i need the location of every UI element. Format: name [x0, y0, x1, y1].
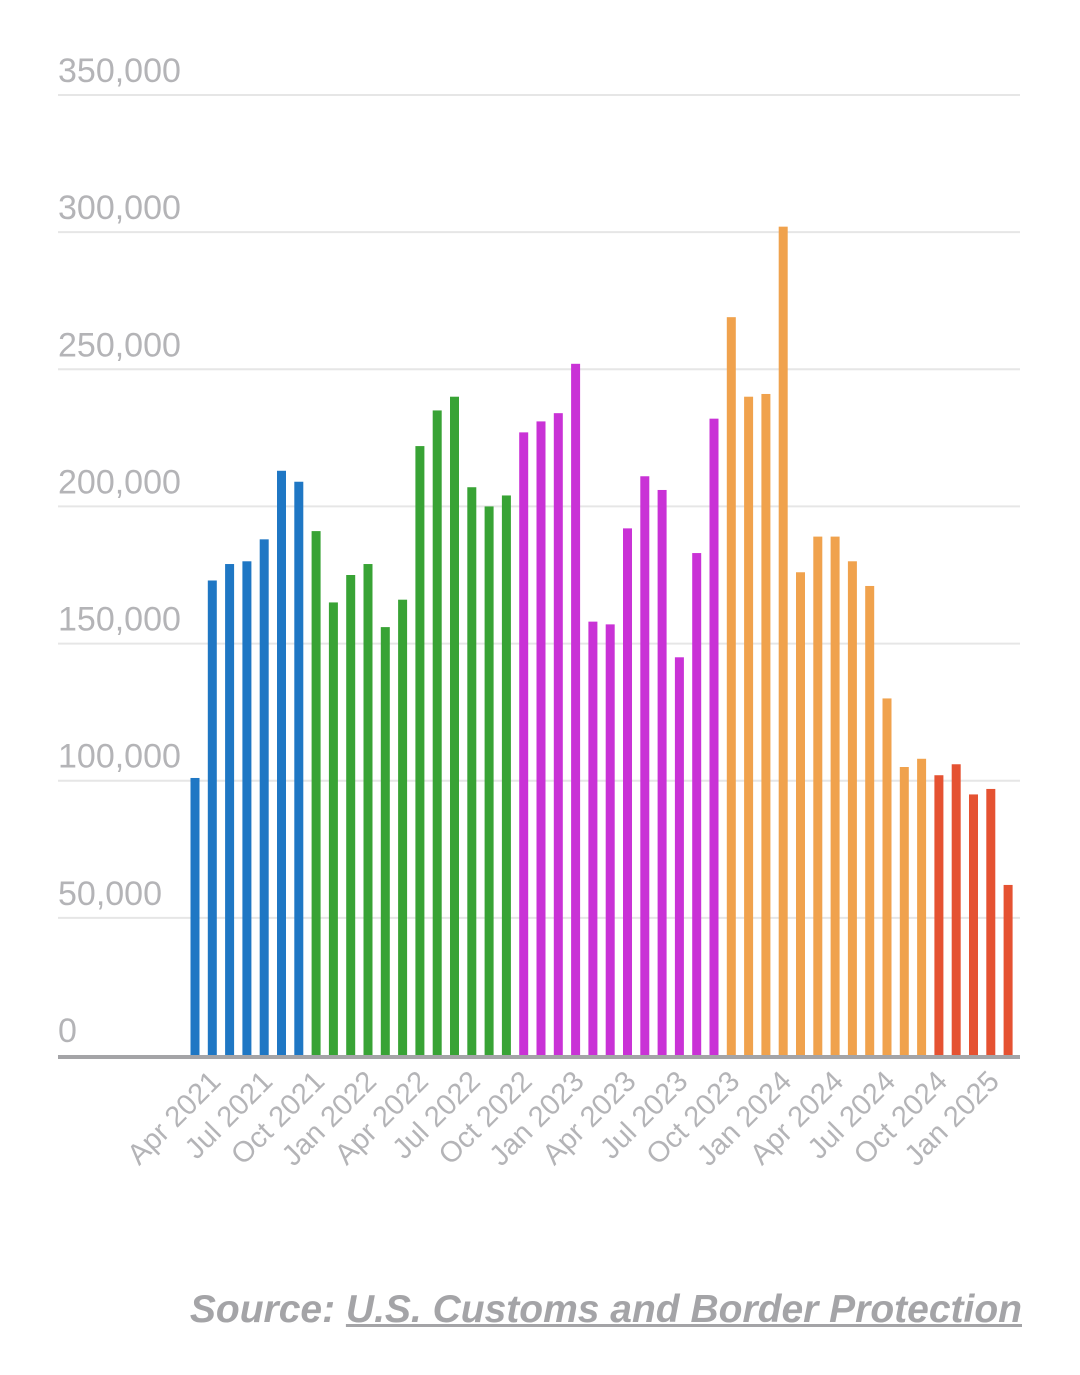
- y-tick-label: 350,000: [58, 52, 181, 90]
- bar: [311, 531, 321, 1055]
- bar: [623, 528, 632, 1055]
- bar: [899, 767, 909, 1055]
- source-link[interactable]: U.S. Customs and Border Protection: [345, 1288, 1022, 1331]
- bar: [882, 698, 892, 1055]
- bar: [484, 506, 494, 1055]
- bar: [969, 794, 978, 1055]
- bar: [190, 777, 200, 1055]
- bar: [605, 624, 615, 1055]
- bar: [328, 602, 338, 1055]
- bar: [450, 396, 459, 1056]
- bar: [571, 363, 581, 1055]
- source-prefix: Source:: [189, 1288, 346, 1331]
- y-tick-label: 250,000: [58, 326, 181, 364]
- source-note: Source: U.S. Customs and Border Protecti…: [190, 1288, 1022, 1332]
- bar: [467, 487, 477, 1056]
- bar: [363, 564, 373, 1055]
- bar: [398, 599, 408, 1055]
- bar: [709, 418, 719, 1055]
- bar: [813, 536, 823, 1055]
- bar: [778, 226, 788, 1055]
- y-tick-label: 200,000: [58, 463, 181, 501]
- bar: [934, 775, 944, 1055]
- y-tick-label: 50,000: [58, 875, 162, 913]
- bar: [519, 432, 529, 1055]
- bar: [432, 410, 442, 1055]
- bar: [588, 621, 598, 1055]
- chart-canvas: 0 50,000 100,000 150,000 200,000 250,000 300,0…: [58, 52, 1020, 1172]
- bars: [190, 226, 1013, 1056]
- bar: [796, 572, 805, 1055]
- bar: [242, 561, 252, 1055]
- bar: [640, 476, 650, 1055]
- bar: [501, 495, 511, 1056]
- y-tick-label: 150,000: [58, 601, 181, 639]
- bar: [294, 481, 304, 1055]
- y-tick-label: 100,000: [58, 738, 181, 776]
- bar: [380, 627, 390, 1055]
- bar: [726, 317, 736, 1055]
- bar: [917, 758, 927, 1055]
- bar-chart: 0 50,000 100,000 150,000 200,000 250,000 300,0…: [58, 52, 1020, 1172]
- bar: [225, 564, 235, 1055]
- bar: [346, 575, 356, 1055]
- y-axis-ticks: 0 50,000 100,000 150,000 200,000 250,000 300,0…: [58, 52, 181, 1050]
- bar: [986, 788, 996, 1055]
- y-tick-label: 0: [58, 1012, 77, 1050]
- bar: [692, 553, 702, 1055]
- bar: [536, 421, 546, 1055]
- bar: [847, 561, 857, 1055]
- bar: [1003, 884, 1013, 1055]
- bar: [657, 489, 667, 1056]
- y-tick-label: 300,000: [58, 189, 181, 227]
- bar: [277, 470, 286, 1055]
- bar: [415, 446, 425, 1056]
- bar: [674, 657, 684, 1055]
- bar: [553, 413, 563, 1055]
- bar: [761, 393, 771, 1056]
- bar: [951, 764, 961, 1055]
- bar: [207, 580, 217, 1055]
- bar: [830, 536, 840, 1055]
- bar: [744, 396, 754, 1056]
- bar: [259, 539, 269, 1055]
- bar: [865, 585, 875, 1055]
